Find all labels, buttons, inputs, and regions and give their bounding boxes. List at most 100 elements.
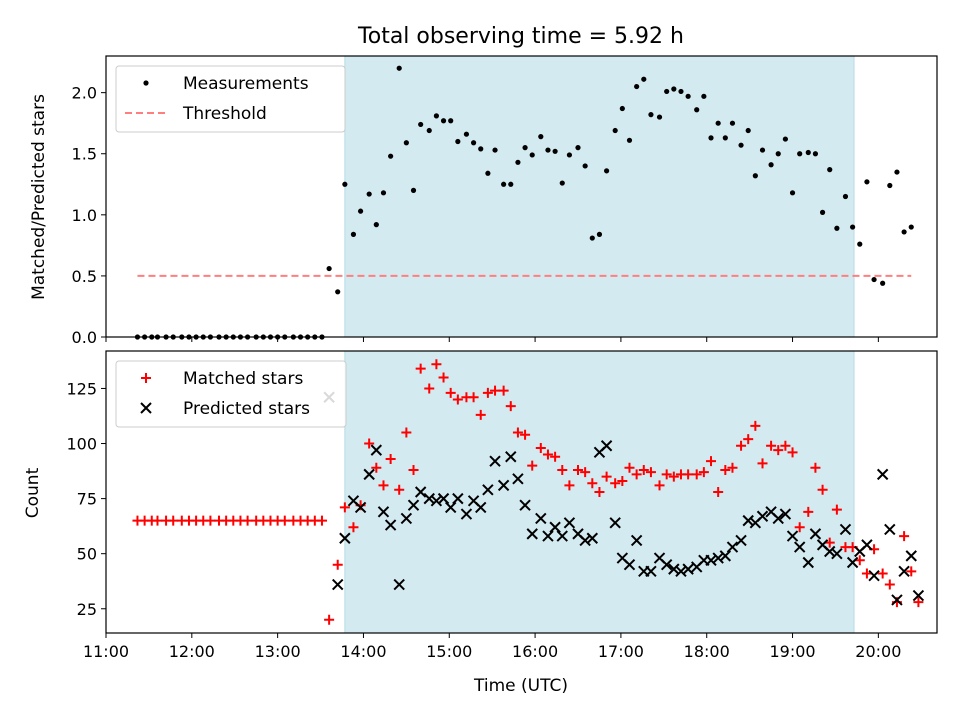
data-point-measurements bbox=[366, 191, 372, 197]
data-point-matched-stars bbox=[877, 568, 888, 579]
data-point-matched-stars bbox=[854, 555, 865, 566]
data-point-measurements bbox=[805, 149, 811, 156]
data-point-matched-stars bbox=[378, 480, 389, 491]
data-point-predicted-stars bbox=[407, 499, 420, 511]
data-point-measurements bbox=[759, 147, 766, 153]
data-point-predicted-stars bbox=[719, 550, 732, 562]
data-point-matched-stars bbox=[445, 387, 456, 398]
data-point-predicted-stars bbox=[542, 530, 554, 542]
data-point-measurements bbox=[448, 118, 454, 124]
data-point-measurements bbox=[775, 151, 781, 157]
data-point-measurements bbox=[664, 88, 670, 95]
data-point-predicted-stars bbox=[377, 506, 390, 518]
data-point-matched-stars bbox=[631, 469, 642, 480]
data-point-predicted-stars bbox=[756, 510, 769, 522]
data-point-measurements bbox=[685, 93, 691, 99]
y-tick-label: 25 bbox=[77, 600, 97, 619]
data-point-predicted-stars bbox=[772, 512, 784, 525]
data-point-matched-stars bbox=[542, 449, 553, 460]
y-tick-label: 0.5 bbox=[72, 267, 97, 286]
data-point-measurements bbox=[908, 224, 914, 230]
data-point-predicted-stars bbox=[444, 501, 457, 514]
data-point-predicted-stars bbox=[535, 512, 547, 525]
data-point-measurements bbox=[508, 181, 514, 187]
data-point-matched-stars bbox=[794, 522, 805, 533]
data-point-matched-stars bbox=[520, 429, 531, 440]
x-tick-label: 13:00 bbox=[255, 642, 301, 661]
data-point-measurements bbox=[418, 121, 424, 128]
data-point-matched-stars bbox=[316, 515, 327, 526]
data-point-measurements bbox=[426, 127, 432, 134]
x-tick-label: 17:00 bbox=[598, 642, 644, 661]
data-point-matched-stars bbox=[482, 387, 493, 398]
data-point-matched-stars bbox=[385, 453, 396, 464]
data-point-matched-stars bbox=[691, 469, 702, 480]
data-point-measurements bbox=[463, 131, 470, 137]
data-point-measurements bbox=[641, 76, 647, 82]
data-point-matched-stars bbox=[743, 434, 754, 445]
data-point-predicted-stars bbox=[660, 558, 673, 571]
data-point-matched-stars bbox=[884, 579, 895, 590]
data-point-predicted-stars bbox=[586, 532, 599, 544]
data-point-matched-stars bbox=[415, 363, 426, 374]
data-point-measurements bbox=[752, 173, 758, 179]
data-point-matched-stars bbox=[550, 451, 561, 462]
data-point-measurements bbox=[589, 235, 595, 241]
data-point-predicted-stars bbox=[489, 455, 501, 467]
data-point-matched-stars bbox=[438, 372, 449, 383]
data-point-matched-stars bbox=[803, 506, 814, 517]
data-point-predicted-stars bbox=[414, 486, 427, 498]
data-point-predicted-stars bbox=[682, 563, 694, 575]
data-point-matched-stars bbox=[787, 447, 798, 458]
data-point-predicted-stars bbox=[563, 517, 576, 529]
data-point-matched-stars bbox=[861, 568, 872, 579]
data-point-measurements bbox=[701, 93, 707, 99]
data-point-predicted-stars bbox=[512, 473, 524, 485]
data-point-predicted-stars bbox=[898, 565, 910, 578]
data-point-predicted-stars bbox=[712, 552, 724, 564]
data-point-predicted-stars bbox=[600, 440, 613, 452]
axes-frame bbox=[105, 55, 938, 338]
data-point-predicted-stars bbox=[460, 508, 473, 520]
data-point-measurements bbox=[612, 127, 618, 134]
data-point-predicted-stars bbox=[809, 528, 822, 540]
data-point-measurements bbox=[380, 190, 387, 196]
data-point-matched-stars bbox=[645, 467, 656, 478]
data-point-predicted-stars bbox=[786, 530, 799, 542]
data-point-matched-stars bbox=[661, 469, 672, 480]
legend-label: Threshold bbox=[182, 104, 267, 124]
x-tick-label: 18:00 bbox=[684, 642, 730, 661]
data-point-matched-stars bbox=[766, 440, 777, 451]
data-point-predicted-stars bbox=[793, 541, 806, 553]
y-tick-label: 2.0 bbox=[72, 84, 97, 103]
data-point-matched-stars bbox=[610, 478, 621, 489]
data-point-matched-stars bbox=[906, 566, 917, 577]
data-point-matched-stars bbox=[168, 515, 179, 526]
legend-box bbox=[115, 360, 347, 428]
data-point-measurements bbox=[596, 231, 603, 237]
data-point-predicted-stars bbox=[831, 547, 843, 560]
data-point-predicted-stars bbox=[905, 550, 917, 562]
data-point-predicted-stars bbox=[824, 545, 836, 558]
data-point-predicted-stars bbox=[884, 523, 896, 536]
data-point-predicted-stars bbox=[726, 541, 739, 553]
bottom-panel-xlabel: Time (UTC) bbox=[473, 676, 568, 696]
data-point-predicted-stars bbox=[802, 556, 814, 569]
data-point-matched-stars bbox=[638, 464, 649, 475]
data-point-measurements bbox=[619, 105, 625, 112]
data-point-measurements bbox=[478, 146, 484, 152]
data-point-predicted-stars bbox=[475, 501, 487, 514]
data-point-matched-stars bbox=[490, 385, 501, 396]
data-point-matched-stars bbox=[279, 515, 290, 526]
data-point-predicted-stars bbox=[393, 578, 405, 591]
data-point-predicted-stars bbox=[430, 495, 443, 507]
data-point-matched-stars bbox=[498, 385, 509, 396]
y-tick-label: 100 bbox=[66, 435, 97, 454]
data-point-predicted-stars bbox=[331, 578, 344, 591]
data-point-predicted-stars bbox=[705, 554, 717, 567]
y-tick-label: 50 bbox=[77, 545, 97, 564]
data-point-predicted-stars bbox=[668, 563, 680, 575]
x-tick-label: 19:00 bbox=[769, 642, 815, 661]
data-point-matched-stars bbox=[527, 460, 538, 471]
